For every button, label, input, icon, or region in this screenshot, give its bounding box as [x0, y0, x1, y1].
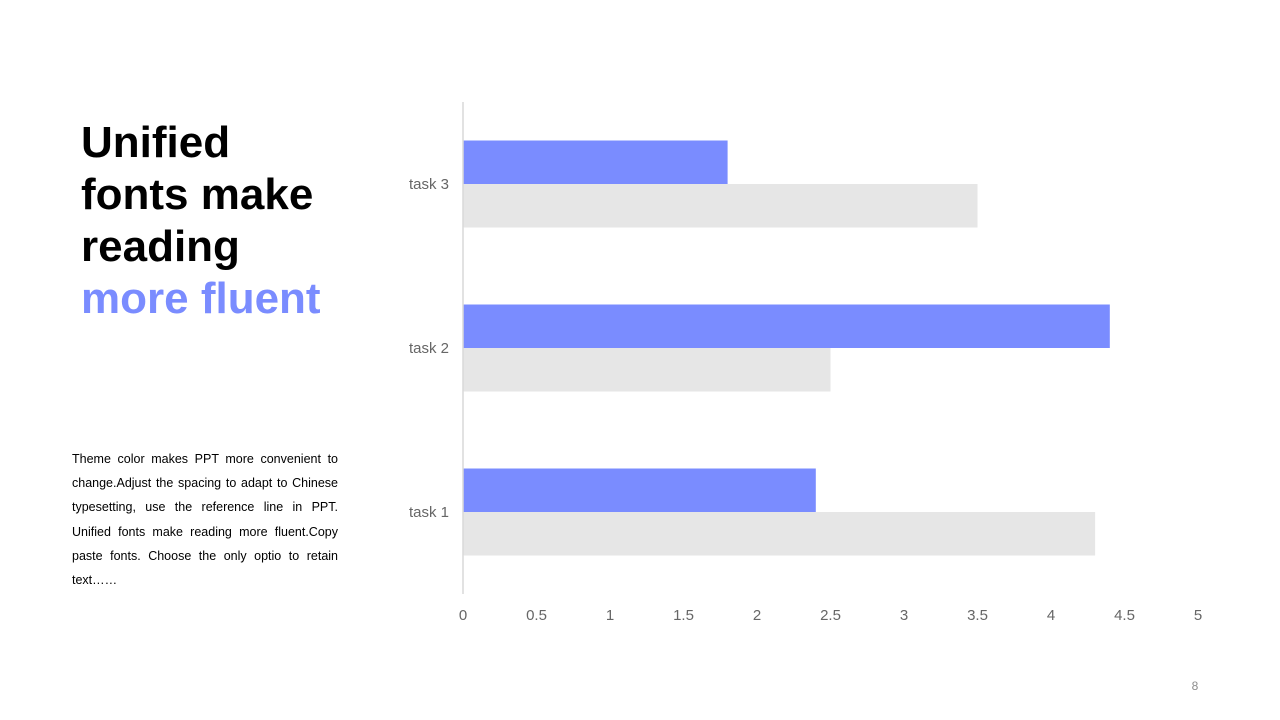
page-number: 8: [1191, 679, 1199, 693]
x-tick-label: 1: [606, 607, 614, 624]
bar-task-1-series-2: [463, 512, 1096, 556]
bar-task-1-series-1: [463, 468, 816, 512]
headline-accent: more fluent: [81, 274, 321, 323]
headline-line-2: fonts make: [81, 170, 314, 219]
bar-task-2-series-1: [463, 304, 1110, 348]
x-tick-label: 3: [900, 607, 908, 624]
body-text: Theme color makes PPT more convenient to…: [72, 452, 338, 588]
category-label-task-3: task 3: [409, 176, 449, 193]
x-tick-label: 3.5: [967, 607, 988, 624]
headline: Unified fonts make reading more fluent: [81, 117, 371, 325]
category-label-task-2: task 2: [409, 340, 449, 357]
x-tick-label: 4.5: [1114, 607, 1135, 624]
headline-line-3: reading: [81, 222, 240, 271]
bar-task-2-series-2: [463, 348, 831, 392]
x-tick-label: 4: [1047, 607, 1055, 624]
headline-line-1: Unified: [81, 118, 231, 167]
x-tick-label: 2.5: [820, 607, 841, 624]
x-tick-label: 0: [459, 607, 467, 624]
x-tick-label: 5: [1194, 607, 1202, 624]
category-label-task-1: task 1: [409, 504, 449, 521]
x-tick-label: 1.5: [673, 607, 694, 624]
bar-task-3-series-2: [463, 184, 978, 228]
x-tick-label: 2: [753, 607, 761, 624]
bar-task-3-series-1: [463, 140, 728, 184]
x-tick-label: 0.5: [526, 607, 547, 624]
